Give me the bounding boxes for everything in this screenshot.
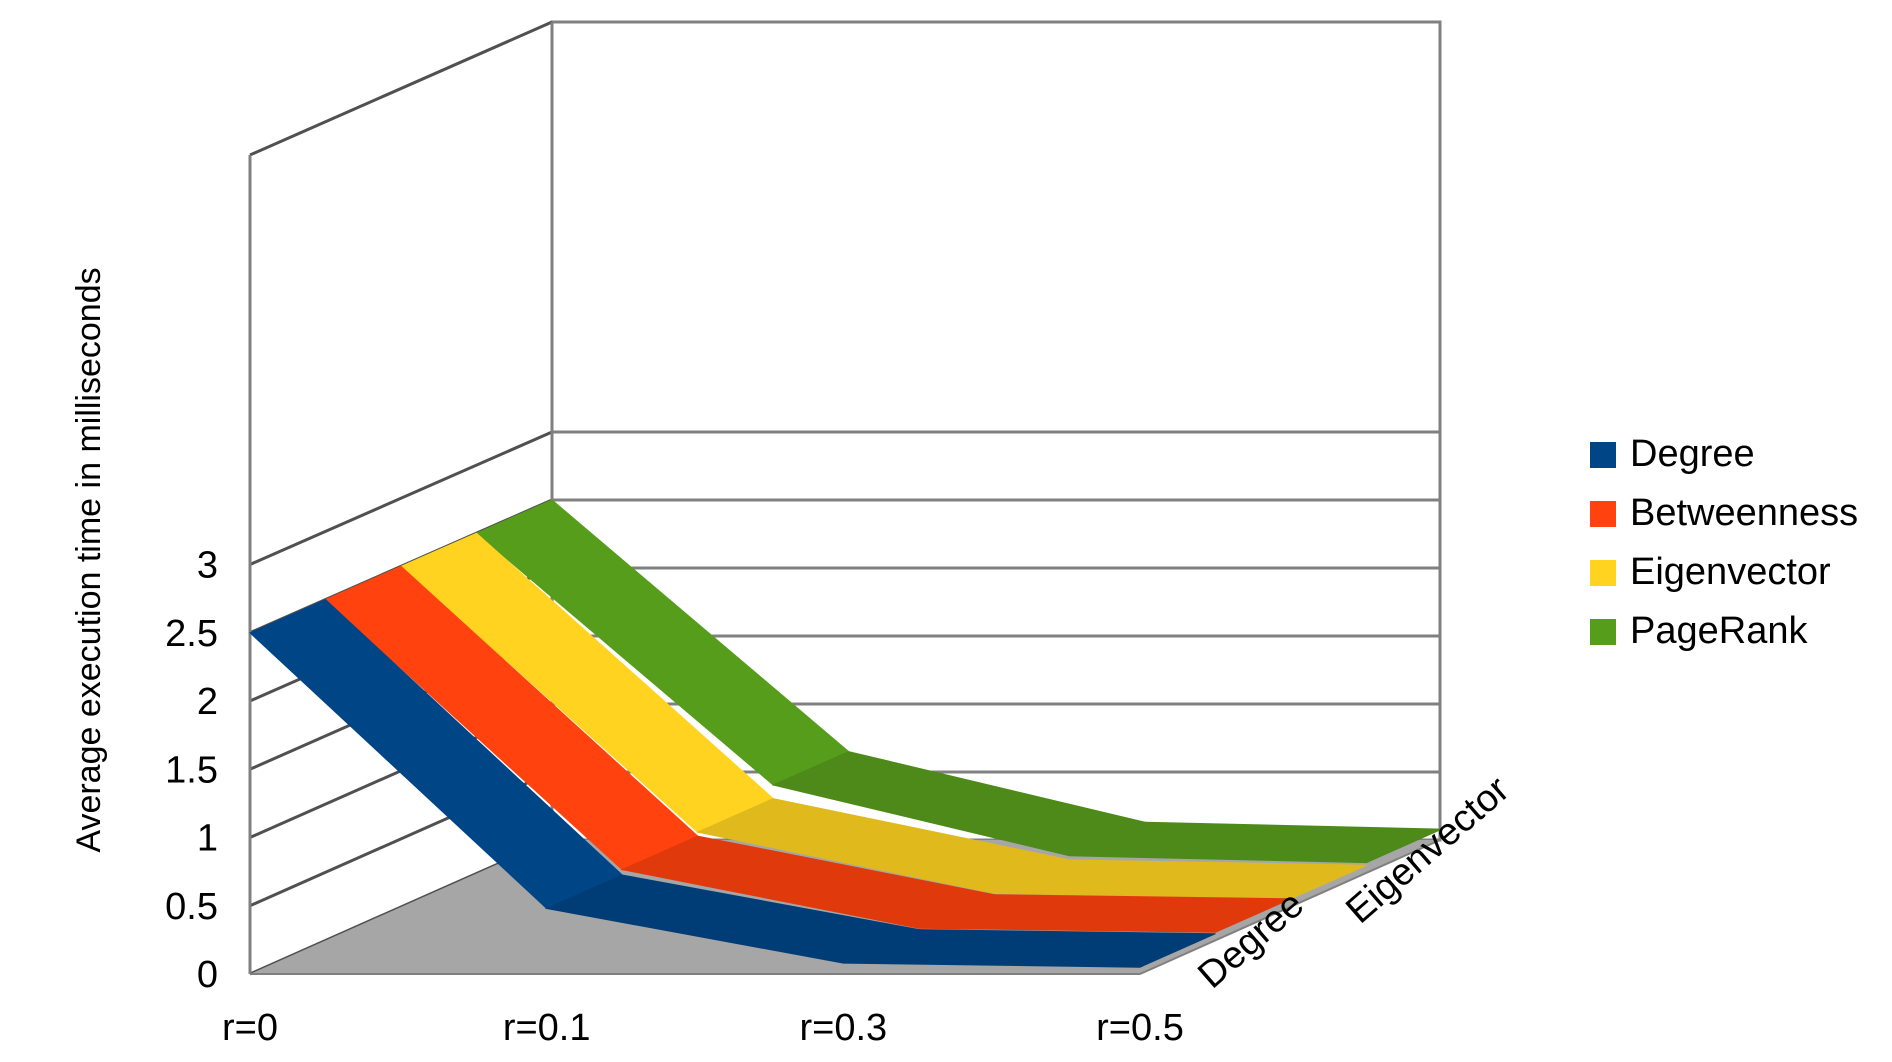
x-tick-label: r=0.5 bbox=[1096, 1007, 1184, 1049]
legend-swatch-pagerank bbox=[1590, 618, 1616, 645]
legend-item-eigenvector[interactable]: Eigenvector bbox=[1590, 543, 1858, 602]
side-gridline bbox=[249, 430, 553, 566]
legend-item-betweenness[interactable]: Betweenness bbox=[1590, 484, 1858, 543]
x-tick-label: r=0 bbox=[222, 1007, 278, 1049]
x-tick-label: r=0.1 bbox=[503, 1007, 591, 1049]
legend-label-betweenness: Betweenness bbox=[1630, 492, 1859, 534]
legend-label-eigenvector: Eigenvector bbox=[1630, 551, 1831, 593]
series-betweenness-segment bbox=[918, 894, 1292, 933]
y-tick-label: 0.5 bbox=[165, 886, 218, 928]
y-tick-label: 1 bbox=[197, 818, 218, 860]
y-tick-label: 3 bbox=[197, 545, 218, 587]
y-axis-title: Average execution time in milliseconds bbox=[70, 267, 108, 852]
y-tick-label: 2 bbox=[197, 681, 218, 723]
legend-item-pagerank[interactable]: PageRank bbox=[1590, 602, 1858, 661]
x-tick-label: r=0.3 bbox=[799, 1007, 887, 1049]
legend-label-pagerank: PageRank bbox=[1630, 610, 1808, 652]
depth-axis-line bbox=[1139, 839, 1441, 975]
legend-swatch-eigenvector bbox=[1590, 559, 1616, 586]
series-pagerank-segment bbox=[1069, 821, 1443, 864]
y-tick-label: 2.5 bbox=[165, 613, 218, 655]
legend-item-degree[interactable]: Degree bbox=[1590, 425, 1858, 484]
y-tick-label: 1.5 bbox=[165, 749, 218, 791]
y-tick-label: 0 bbox=[197, 954, 218, 996]
side-wall-top-edge bbox=[249, 20, 553, 157]
legend-label-degree: Degree bbox=[1630, 433, 1755, 475]
legend: Degree Betweenness Eigenvector PageRank bbox=[1590, 425, 1858, 661]
legend-swatch-betweenness bbox=[1590, 500, 1616, 527]
series-degree-segment bbox=[843, 929, 1216, 968]
legend-swatch-degree bbox=[1590, 441, 1616, 468]
